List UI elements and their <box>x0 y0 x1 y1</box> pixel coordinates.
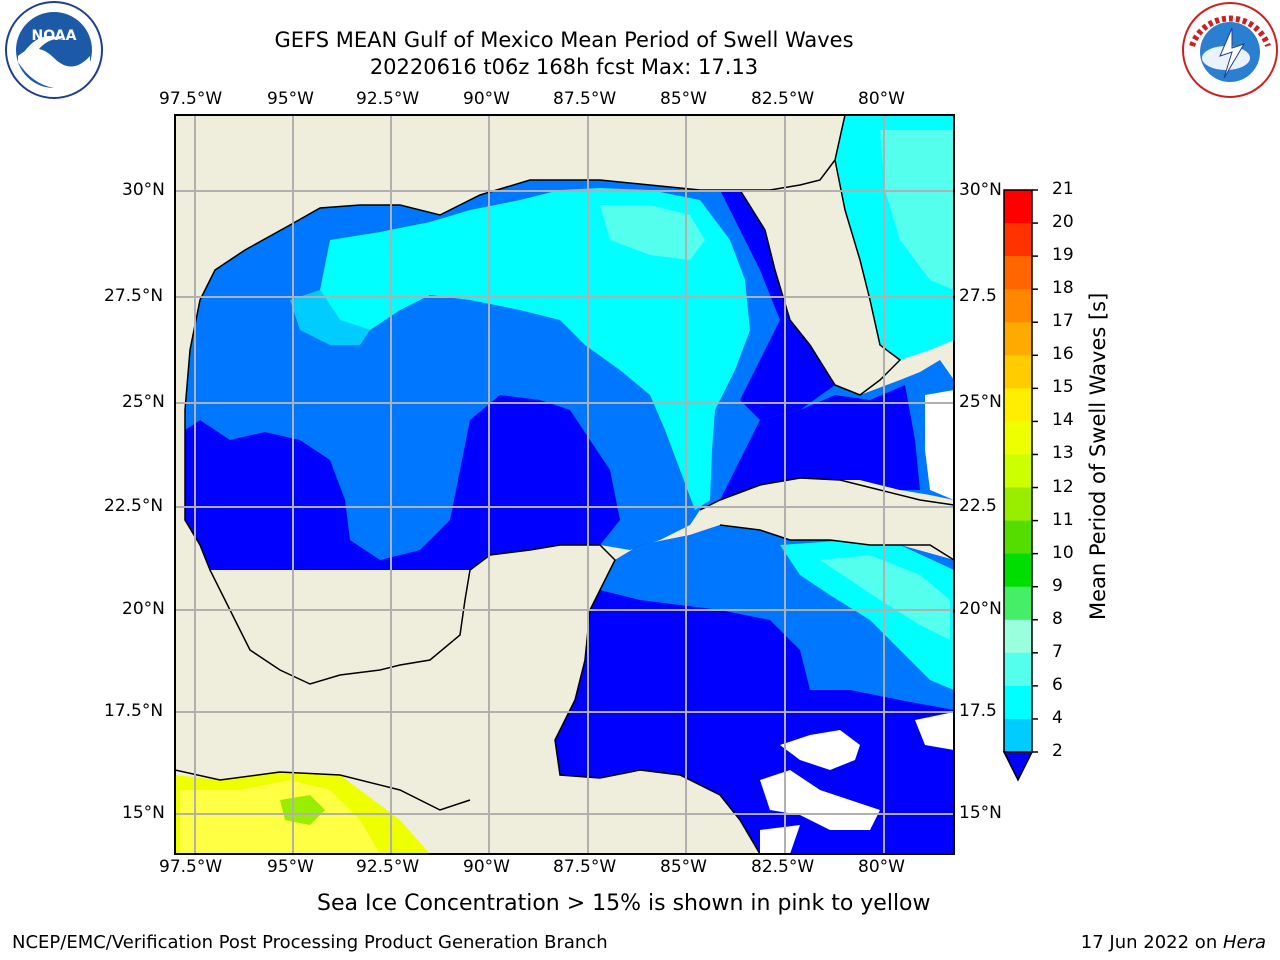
lon-label-top: 90°W <box>463 89 510 109</box>
lat-label-right: 22.5 <box>959 496 997 516</box>
colorbar-tick-label: 19 <box>1052 245 1074 266</box>
period-6-7-central <box>320 188 750 510</box>
lon-label-top: 95°W <box>267 89 314 109</box>
lat-label-right: 17.5 <box>959 701 997 721</box>
colorbar-segment <box>1004 454 1032 489</box>
period-lt2-ne <box>720 190 835 420</box>
period-7-8-central <box>600 205 705 260</box>
lat-label-right: 27.5 <box>959 286 997 306</box>
sea-ice-note: Sea Ice Concentration > 15% is shown in … <box>317 891 931 916</box>
lon-label-bottom: 97.5°W <box>159 857 223 877</box>
map-subtitle: 20220616 t06z 168h fcst Max: 17.13 <box>369 55 759 79</box>
colorbar-segment <box>1004 190 1032 224</box>
cuba-land <box>700 478 954 560</box>
lat-label-right: 20°N <box>959 599 1002 619</box>
colorbar-extend-arrow <box>1002 751 1034 782</box>
colorbar-segment <box>1004 421 1032 455</box>
lon-label-bottom: 80°W <box>858 857 905 877</box>
period-4-6-west <box>290 290 370 345</box>
lon-label-top: 87.5°W <box>553 89 617 109</box>
lon-label-bottom: 95°W <box>267 857 314 877</box>
colorbar-segment <box>1004 322 1032 356</box>
lat-label-left: 20°N <box>122 599 165 619</box>
colorbar-tick-label: 21 <box>1052 179 1074 199</box>
colorbar-tick-label: 14 <box>1052 410 1074 431</box>
nodata-patch-5 <box>760 825 800 854</box>
colorbar <box>1002 189 1038 782</box>
colorbar-label: Mean Period of Swell Waves [s] <box>1086 292 1110 620</box>
lon-label-top: 82.5°W <box>751 89 815 109</box>
sea-ice-region-inner <box>180 780 380 854</box>
colorbar-tick-label: 6 <box>1052 674 1063 695</box>
mexico-land <box>175 115 954 684</box>
colorbar-tick-label: 4 <box>1052 707 1063 728</box>
lon-label-top: 97.5°W <box>159 89 223 109</box>
colorbar-segment <box>1004 619 1032 654</box>
colorbar-segment <box>1004 388 1032 422</box>
lon-label-bottom: 87.5°W <box>553 857 617 877</box>
florida-land <box>740 160 900 395</box>
colorbar-tick-label: 18 <box>1052 278 1074 299</box>
lat-label-right: 25°N <box>959 392 1002 412</box>
lat-label-right: 15°N <box>959 803 1002 823</box>
svg-text:NOAA: NOAA <box>32 28 77 44</box>
lon-label-top: 85°W <box>660 89 707 109</box>
nodata-patch-3 <box>915 712 954 750</box>
lat-label-right: 30°N <box>959 180 1002 200</box>
colorbar-outline <box>1003 189 1033 753</box>
lon-label-top: 80°W <box>858 89 905 109</box>
lon-label-bottom: 90°W <box>463 857 510 877</box>
colorbar-tick-label: 17 <box>1052 311 1074 332</box>
period-lt2-straits <box>720 385 920 500</box>
colorbar-segment <box>1004 586 1032 621</box>
colorbar-tick-label: 20 <box>1052 212 1074 233</box>
colorbar-segment <box>1004 355 1032 389</box>
colorbar-tick-label: 16 <box>1052 344 1074 365</box>
lat-label-left: 22.5°N <box>104 496 164 516</box>
lat-label-left: 25°N <box>122 392 165 412</box>
lon-label-bottom: 92.5°W <box>356 857 420 877</box>
lon-label-bottom: 85°W <box>660 857 707 877</box>
footer-date: 17 Jun 2022 on Hera <box>1081 932 1266 953</box>
colorbar-segment <box>1004 256 1032 290</box>
coastline <box>175 115 954 854</box>
colorbar-segment <box>1004 289 1032 323</box>
nodata-patch-4 <box>925 390 954 500</box>
colorbar-segment <box>1004 487 1032 522</box>
colorbar-tick-label: 13 <box>1052 443 1074 464</box>
colorbar-tick-label: 7 <box>1052 641 1063 662</box>
sea-ice-region-green <box>280 795 325 825</box>
colorbar-tick-label: 15 <box>1052 377 1074 398</box>
lat-label-left: 30°N <box>122 180 165 200</box>
colorbar-segment <box>1004 652 1032 687</box>
colorbar-segment <box>1004 553 1032 588</box>
lat-label-left: 17.5°N <box>104 701 164 721</box>
footer-host: Hera <box>1222 932 1266 953</box>
colorbar-segment <box>1004 520 1032 555</box>
colorbar-segment <box>1004 685 1032 720</box>
nodata-patch-1 <box>780 730 860 770</box>
colorbar-tick-label: 2 <box>1052 741 1063 761</box>
footer-credit: NCEP/EMC/Verification Post Processing Pr… <box>12 932 608 953</box>
colorbar-tick-label: 8 <box>1052 608 1063 629</box>
lon-label-top: 92.5°W <box>356 89 420 109</box>
graticule <box>175 115 954 854</box>
colorbar-tick-label: 9 <box>1052 575 1063 596</box>
colorbar-segment <box>1004 718 1032 753</box>
colorbar-tick-label: 10 <box>1052 542 1074 563</box>
map-title: GEFS MEAN Gulf of Mexico Mean Period of … <box>274 28 854 52</box>
period-7-8-atlantic <box>880 130 954 290</box>
footer-date-text: 17 Jun 2022 on <box>1080 932 1223 953</box>
noaa-logo-icon: NOAA <box>2 0 103 100</box>
lat-label-left: 27.5°N <box>104 286 164 306</box>
colorbar-tick-label: 12 <box>1052 476 1074 497</box>
lon-label-bottom: 82.5°W <box>751 857 815 877</box>
map-frame <box>174 114 955 855</box>
colorbar-segment <box>1004 223 1032 257</box>
lat-label-left: 15°N <box>122 803 165 823</box>
colorbar-tick-label: 11 <box>1052 509 1074 530</box>
nws-logo-icon <box>1180 0 1280 100</box>
